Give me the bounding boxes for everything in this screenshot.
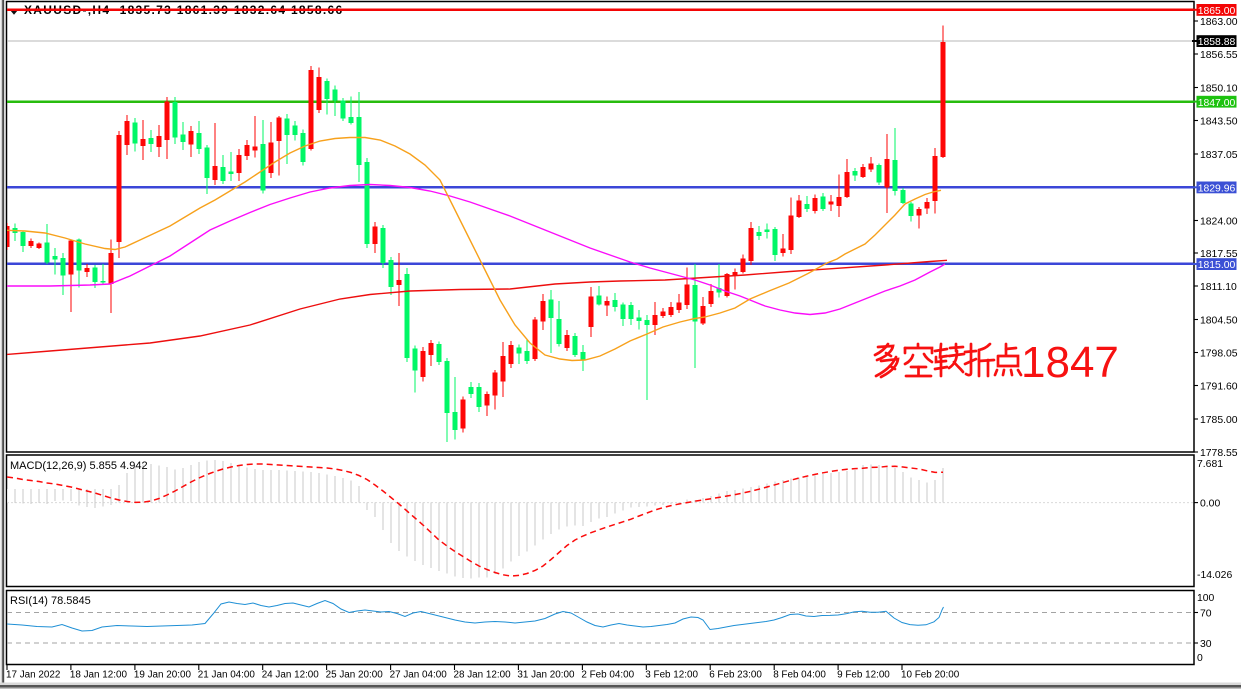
svg-text:1778.55: 1778.55 xyxy=(1200,448,1238,459)
svg-text:6 Feb 23:00: 6 Feb 23:00 xyxy=(709,669,762,680)
svg-text:21 Jan 04:00: 21 Jan 04:00 xyxy=(198,669,256,680)
svg-text:1863.00: 1863.00 xyxy=(1200,17,1238,28)
svg-text:2 Feb 04:00: 2 Feb 04:00 xyxy=(581,669,634,680)
svg-text:1850.10: 1850.10 xyxy=(1200,83,1238,94)
svg-text:1804.50: 1804.50 xyxy=(1200,315,1238,326)
svg-text:19 Jan 20:00: 19 Jan 20:00 xyxy=(134,669,192,680)
svg-text:7.681: 7.681 xyxy=(1197,459,1223,470)
svg-text:1843.50: 1843.50 xyxy=(1200,116,1238,127)
svg-text:1829.96: 1829.96 xyxy=(1198,184,1236,195)
svg-text:1847.00: 1847.00 xyxy=(1198,98,1236,109)
svg-text:30: 30 xyxy=(1200,639,1212,650)
svg-text:9 Feb 12:00: 9 Feb 12:00 xyxy=(837,669,890,680)
svg-text:25 Jan 20:00: 25 Jan 20:00 xyxy=(326,669,384,680)
svg-text:1847: 1847 xyxy=(1021,338,1119,387)
svg-text:31 Jan 20:00: 31 Jan 20:00 xyxy=(517,669,575,680)
svg-text:1837.05: 1837.05 xyxy=(1200,150,1238,161)
svg-text:0: 0 xyxy=(1197,653,1203,664)
svg-text:1817.55: 1817.55 xyxy=(1200,249,1238,260)
svg-text:100: 100 xyxy=(1197,593,1215,604)
svg-text:8 Feb 04:00: 8 Feb 04:00 xyxy=(773,669,826,680)
svg-text:10 Feb 20:00: 10 Feb 20:00 xyxy=(901,669,960,680)
svg-text:1865.00: 1865.00 xyxy=(1198,6,1236,17)
svg-text:1858.88: 1858.88 xyxy=(1198,37,1236,48)
svg-text:1856.55: 1856.55 xyxy=(1200,50,1238,61)
svg-text:24 Jan 12:00: 24 Jan 12:00 xyxy=(262,669,320,680)
svg-text:17 Jan 2022: 17 Jan 2022 xyxy=(6,669,60,680)
svg-text:1824.00: 1824.00 xyxy=(1200,216,1238,227)
svg-text:RSI(14) 78.5845: RSI(14) 78.5845 xyxy=(10,595,91,607)
svg-text:MACD(12,26,9) 5.855 4.942: MACD(12,26,9) 5.855 4.942 xyxy=(10,460,148,472)
svg-text:1791.60: 1791.60 xyxy=(1200,381,1238,392)
svg-text:1798.05: 1798.05 xyxy=(1200,348,1238,359)
svg-text:0.00: 0.00 xyxy=(1200,498,1220,509)
svg-text:70: 70 xyxy=(1200,608,1212,619)
svg-text:1785.00: 1785.00 xyxy=(1200,415,1238,426)
svg-text:28 Jan 12:00: 28 Jan 12:00 xyxy=(454,669,512,680)
svg-text:27 Jan 04:00: 27 Jan 04:00 xyxy=(390,669,448,680)
svg-text:3 Feb 12:00: 3 Feb 12:00 xyxy=(645,669,698,680)
svg-text:1811.10: 1811.10 xyxy=(1200,282,1237,293)
svg-text:1815.00: 1815.00 xyxy=(1198,260,1236,271)
svg-text:18 Jan 12:00: 18 Jan 12:00 xyxy=(70,669,128,680)
svg-text:-14.026: -14.026 xyxy=(1197,570,1232,581)
